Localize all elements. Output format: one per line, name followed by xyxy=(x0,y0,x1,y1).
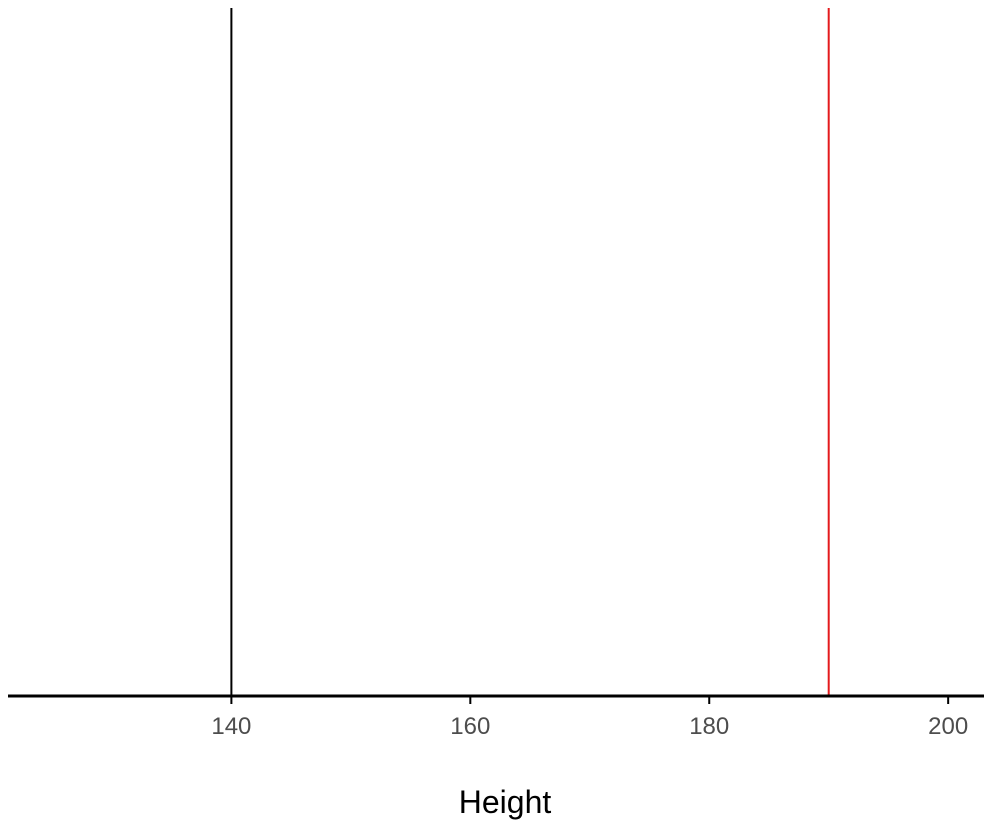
reference-lines xyxy=(230,8,830,696)
x-tick-label: 180 xyxy=(689,713,729,740)
x-axis-ticks: 140 160 180 200 xyxy=(211,696,968,740)
x-axis-title: Height xyxy=(459,784,552,820)
x-tick-label: 200 xyxy=(928,713,968,740)
x-tick-label: 140 xyxy=(211,713,251,740)
x-tick-label: 160 xyxy=(450,713,490,740)
